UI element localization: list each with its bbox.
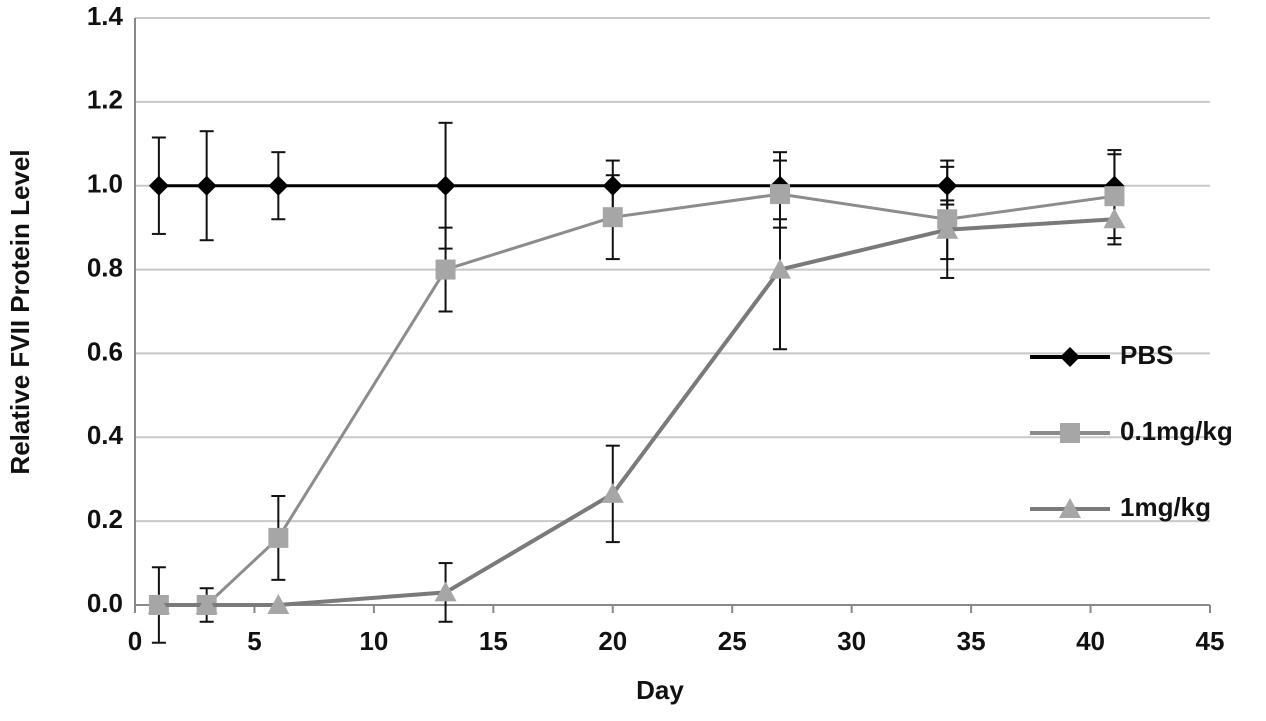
y-tick-label: 1.0 [87,169,123,199]
x-tick-label: 40 [1076,626,1105,656]
legend-marker [1060,423,1080,443]
x-tick-label: 15 [479,626,508,656]
y-tick-label: 1.2 [87,85,123,115]
y-tick-label: 0.8 [87,252,123,282]
data-point [196,175,217,196]
x-axis-title: Day [636,675,684,705]
x-tick-label: 10 [359,626,388,656]
data-point [435,175,456,196]
data-point [268,527,289,548]
legend-marker [1060,347,1080,367]
y-tick-label: 0.2 [87,504,123,534]
data-point [936,218,959,239]
data-point [602,175,623,196]
x-tick-label: 35 [957,626,986,656]
series-line [158,217,1115,607]
data-point [770,184,790,205]
data-point [434,581,457,602]
x-tick-label: 25 [718,626,747,656]
legend-label: 0.1mg/kg [1120,416,1233,446]
legend-label: PBS [1120,340,1173,370]
data-point [268,175,289,196]
data-point [602,207,623,228]
legend-marker [1059,498,1081,518]
x-tick-label: 30 [837,626,866,656]
x-tick-label: 45 [1196,626,1225,656]
y-tick-label: 0.4 [87,420,124,450]
series-line [158,192,1115,607]
data-point [601,482,624,503]
data-point [1104,186,1125,207]
data-point [195,594,218,614]
data-point [937,175,958,196]
y-tick-label: 1.4 [87,1,124,31]
data-point [148,175,169,196]
x-tick-label: 0 [128,626,142,656]
y-tick-label: 0.6 [87,336,123,366]
x-tick-label: 5 [247,626,261,656]
legend-label: 1mg/kg [1120,492,1211,522]
y-tick-label: 0.0 [87,588,123,618]
y-axis-title: Relative FVII Protein Level [5,149,35,474]
data-point [435,259,456,280]
data-point [267,594,290,614]
data-point [147,594,170,614]
x-tick-label: 20 [598,626,627,656]
data-point [769,258,791,279]
data-point [1103,208,1126,229]
